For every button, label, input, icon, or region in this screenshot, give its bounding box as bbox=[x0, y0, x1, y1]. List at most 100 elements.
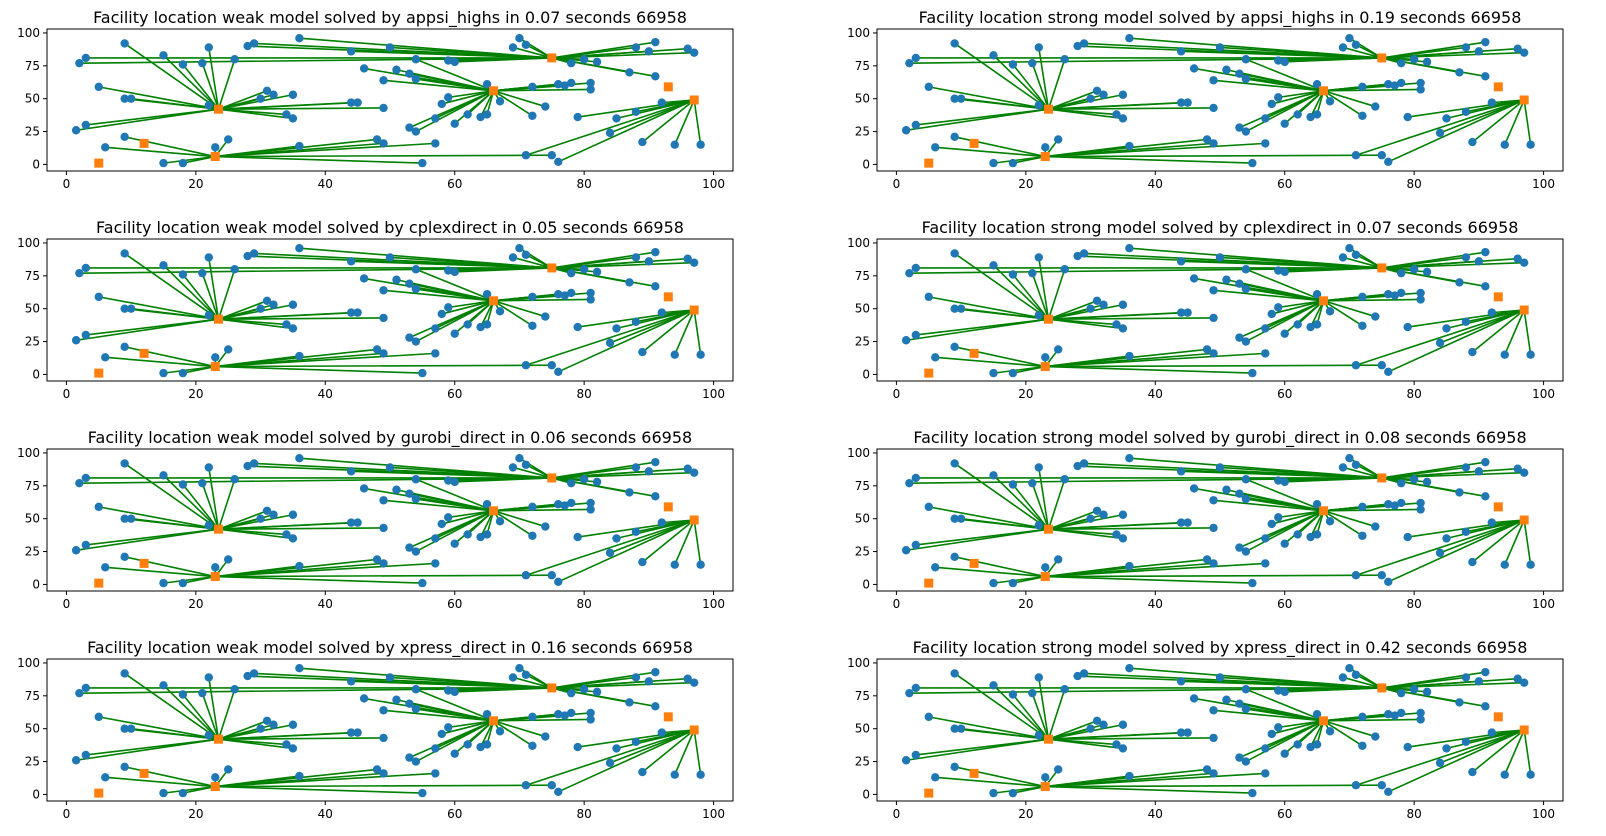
facility-marker bbox=[1519, 725, 1529, 735]
assignment-line bbox=[215, 784, 552, 788]
customer-point bbox=[256, 304, 265, 313]
customer-point bbox=[444, 56, 453, 65]
assignment-lines bbox=[76, 457, 702, 584]
assignment-line bbox=[217, 478, 236, 530]
x-tick-label: 60 bbox=[447, 807, 462, 821]
assignment-line bbox=[1048, 90, 1098, 110]
assignment-line bbox=[389, 256, 552, 269]
assignment-line bbox=[351, 470, 552, 479]
customer-point bbox=[1397, 58, 1406, 68]
assignment-line bbox=[1045, 785, 1253, 794]
assignment-line bbox=[415, 78, 494, 92]
assignment-line bbox=[1504, 519, 1525, 566]
assignment-line bbox=[389, 46, 552, 59]
assignment-line bbox=[1048, 528, 1124, 540]
assignment-line bbox=[1264, 720, 1324, 750]
customer-point bbox=[1041, 563, 1050, 572]
customer-point bbox=[605, 548, 615, 558]
customer-point bbox=[950, 762, 959, 772]
assignment-line bbox=[1245, 58, 1324, 92]
customer-point bbox=[1118, 90, 1128, 99]
customer-point bbox=[905, 58, 914, 68]
x-tick-label: 100 bbox=[1532, 807, 1555, 821]
customer-point bbox=[1351, 781, 1361, 790]
assignment-line bbox=[448, 90, 494, 99]
customer-point bbox=[71, 546, 81, 555]
customer-point bbox=[1384, 577, 1393, 586]
assignment-line bbox=[674, 519, 695, 566]
assignment-line bbox=[79, 57, 552, 64]
y-tick-label: 25 bbox=[25, 755, 40, 769]
customer-point bbox=[1183, 308, 1192, 317]
customer-point bbox=[392, 485, 401, 494]
facility-marker bbox=[94, 788, 104, 798]
assignment-line bbox=[1245, 78, 1324, 92]
assignment-line bbox=[351, 680, 552, 689]
x-tick-label: 80 bbox=[577, 807, 592, 821]
assignment-line bbox=[1045, 574, 1382, 578]
customer-point bbox=[521, 361, 531, 370]
assignment-line bbox=[1439, 519, 1525, 554]
assignment-line bbox=[1045, 575, 1253, 584]
customer-point bbox=[1261, 744, 1270, 753]
customer-point bbox=[1092, 86, 1102, 95]
customer-point bbox=[1209, 496, 1218, 505]
customer-point bbox=[1274, 686, 1283, 695]
customer-point bbox=[295, 244, 304, 253]
assignment-line bbox=[1012, 155, 1046, 164]
customer-point bbox=[1397, 268, 1406, 278]
assignment-line bbox=[218, 723, 294, 740]
facility-marker bbox=[94, 158, 104, 168]
assignment-line bbox=[1219, 256, 1382, 269]
customer-point bbox=[71, 336, 81, 345]
customer-point bbox=[288, 114, 298, 123]
customer-point bbox=[81, 473, 91, 483]
customer-point bbox=[1468, 347, 1477, 357]
assignment-line bbox=[85, 108, 219, 126]
customer-point bbox=[950, 342, 959, 352]
customer-point bbox=[256, 724, 265, 733]
customer-point bbox=[1461, 463, 1471, 472]
customer-point bbox=[592, 687, 602, 697]
assignment-line bbox=[1355, 309, 1525, 366]
assignment-line bbox=[215, 575, 423, 584]
assignment-line bbox=[1048, 93, 1124, 110]
customer-point bbox=[989, 471, 998, 480]
customer-point bbox=[1416, 708, 1425, 718]
customer-point bbox=[651, 72, 660, 81]
customer-point bbox=[101, 773, 110, 782]
customer-point bbox=[411, 475, 421, 484]
assignment-line bbox=[1446, 519, 1525, 540]
customer-point bbox=[612, 114, 621, 123]
customer-point bbox=[1183, 728, 1192, 737]
customer-point bbox=[1481, 282, 1490, 291]
customer-point bbox=[567, 688, 576, 698]
assignment-line bbox=[493, 510, 546, 528]
customer-point bbox=[178, 480, 188, 489]
customer-point bbox=[1280, 57, 1289, 67]
customer-point bbox=[249, 249, 259, 258]
subplot-4: Facility location strong model solved by… bbox=[847, 218, 1564, 401]
assignment-line bbox=[954, 346, 1046, 368]
assignment-line bbox=[434, 720, 494, 750]
customer-point bbox=[1028, 58, 1037, 68]
facility-marker bbox=[1044, 314, 1053, 324]
customer-point bbox=[1384, 290, 1393, 299]
customer-point bbox=[405, 543, 414, 552]
customer-point bbox=[651, 492, 660, 501]
customer-point bbox=[1461, 673, 1471, 682]
customer-point bbox=[1461, 527, 1471, 537]
facility-marker bbox=[547, 473, 557, 483]
assignment-line bbox=[124, 766, 216, 788]
assignment-line bbox=[1012, 365, 1046, 374]
facility-marker bbox=[139, 768, 149, 778]
customer-point bbox=[1248, 788, 1257, 798]
assignment-line bbox=[182, 785, 216, 794]
customer-point bbox=[924, 712, 933, 722]
x-tick-label: 80 bbox=[577, 597, 592, 611]
customer-point bbox=[385, 43, 395, 52]
assignment-line bbox=[1045, 562, 1266, 578]
customer-point bbox=[444, 266, 453, 275]
customer-point bbox=[1358, 502, 1367, 512]
assignment-line bbox=[1048, 720, 1098, 740]
